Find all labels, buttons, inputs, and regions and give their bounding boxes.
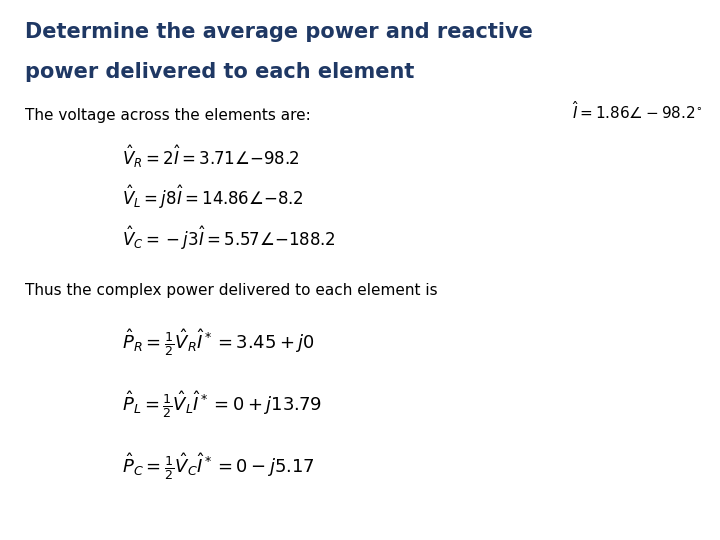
Text: $\hat{V}_L = j8\hat{I} = 14.86\angle{-8.2}$: $\hat{V}_L = j8\hat{I} = 14.86\angle{-8.… — [122, 184, 304, 211]
Text: $\hat{I} = 1.86\angle -98.2^{\circ}$: $\hat{I} = 1.86\angle -98.2^{\circ}$ — [572, 100, 702, 122]
Text: $\hat{P}_R = \frac{1}{2}\hat{V}_R\hat{I}^* = 3.45 + j0$: $\hat{P}_R = \frac{1}{2}\hat{V}_R\hat{I}… — [122, 327, 315, 357]
Text: $\hat{V}_R = 2\hat{I} = 3.71\angle{-98.2}$: $\hat{V}_R = 2\hat{I} = 3.71\angle{-98.2… — [122, 143, 300, 170]
Text: $\hat{P}_C = \frac{1}{2}\hat{V}_C\hat{I}^* = 0 - j5.17$: $\hat{P}_C = \frac{1}{2}\hat{V}_C\hat{I}… — [122, 451, 315, 482]
Text: $\hat{P}_L = \frac{1}{2}\hat{V}_L\hat{I}^* = 0 + j13.79$: $\hat{P}_L = \frac{1}{2}\hat{V}_L\hat{I}… — [122, 389, 322, 420]
Text: Determine the average power and reactive: Determine the average power and reactive — [25, 22, 533, 42]
Text: $\hat{V}_C = -j3\hat{I} = 5.57\angle{-188.2}$: $\hat{V}_C = -j3\hat{I} = 5.57\angle{-18… — [122, 224, 336, 252]
Text: The voltage across the elements are:: The voltage across the elements are: — [25, 108, 311, 123]
Text: power delivered to each element: power delivered to each element — [25, 62, 415, 82]
Text: Thus the complex power delivered to each element is: Thus the complex power delivered to each… — [25, 284, 438, 299]
